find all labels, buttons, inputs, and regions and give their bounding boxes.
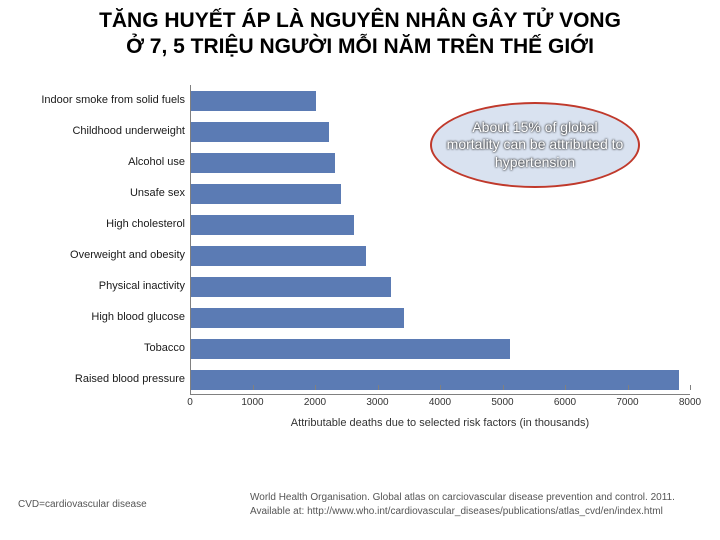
y-axis-label: Raised blood pressure <box>10 374 185 385</box>
y-axis-label: Indoor smoke from solid fuels <box>10 95 185 106</box>
x-tick-label: 1000 <box>241 397 263 408</box>
footer-cite-1: World Health Organisation. Global atlas … <box>250 492 675 503</box>
x-tick-mark <box>503 385 504 390</box>
y-axis-label: Tobacco <box>10 343 185 354</box>
bar <box>191 153 335 173</box>
callout-text: About 15% of global mortality can be att… <box>446 119 624 172</box>
y-axis-label: Childhood underweight <box>10 126 185 137</box>
x-tick-label: 7000 <box>616 397 638 408</box>
title-line-2: Ở 7, 5 TRIỆU NGƯỜI MỖI NĂM TRÊN THẾ GIỚI <box>126 35 594 58</box>
bar-row <box>191 308 404 328</box>
bar <box>191 215 354 235</box>
x-tick-mark <box>378 385 379 390</box>
x-tick-label: 4000 <box>429 397 451 408</box>
footer-citation: World Health Organisation. Global atlas … <box>250 491 700 518</box>
x-tick-mark <box>628 385 629 390</box>
bar-row <box>191 339 510 359</box>
x-tick-label: 2000 <box>304 397 326 408</box>
x-tick-label: 8000 <box>679 397 701 408</box>
x-tick-mark <box>440 385 441 390</box>
bar-row <box>191 215 354 235</box>
x-tick-mark <box>565 385 566 390</box>
footer-abbrev: CVD=cardiovascular disease <box>18 499 147 510</box>
bar <box>191 370 679 390</box>
x-tick-mark <box>253 385 254 390</box>
x-tick-mark <box>190 385 191 390</box>
bar-row <box>191 246 366 266</box>
x-tick-label: 6000 <box>554 397 576 408</box>
x-tick-label: 5000 <box>491 397 513 408</box>
title-line-1: TĂNG HUYẾT ÁP LÀ NGUYÊN NHÂN GÂY TỬ VONG <box>99 9 621 32</box>
y-axis-label: High cholesterol <box>10 219 185 230</box>
x-axis-title: Attributable deaths due to selected risk… <box>190 417 690 429</box>
bar <box>191 122 329 142</box>
bar-row <box>191 91 316 111</box>
x-tick-label: 0 <box>187 397 193 408</box>
bar <box>191 91 316 111</box>
callout-hypertension: About 15% of global mortality can be att… <box>430 102 640 188</box>
footer-cite-2: Available at: http://www.who.int/cardiov… <box>250 506 663 517</box>
y-axis-label: High blood glucose <box>10 312 185 323</box>
bar-row <box>191 122 329 142</box>
bar <box>191 277 391 297</box>
bar-row <box>191 184 341 204</box>
x-tick-mark <box>315 385 316 390</box>
bar <box>191 246 366 266</box>
y-axis-label: Alcohol use <box>10 157 185 168</box>
bar-row <box>191 277 391 297</box>
bar-row <box>191 153 335 173</box>
page-title: TĂNG HUYẾT ÁP LÀ NGUYÊN NHÂN GÂY TỬ VONG… <box>0 0 720 65</box>
y-axis-label: Physical inactivity <box>10 281 185 292</box>
bar-row <box>191 370 679 390</box>
bar <box>191 339 510 359</box>
x-tick-mark <box>690 385 691 390</box>
y-axis-label: Overweight and obesity <box>10 250 185 261</box>
y-axis-label: Unsafe sex <box>10 188 185 199</box>
bar <box>191 308 404 328</box>
x-tick-label: 3000 <box>366 397 388 408</box>
bar <box>191 184 341 204</box>
